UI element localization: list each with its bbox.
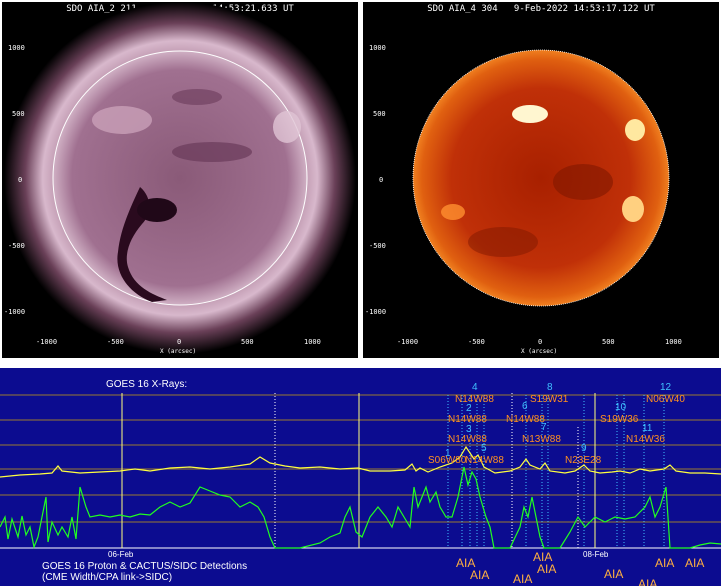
cme-number-link[interactable]: 12 [660,382,672,393]
aia-304-ytick: 1000 [369,44,386,52]
cme-number-link[interactable]: 4 [472,382,478,393]
aia-211-xtick: 1000 [304,338,321,346]
cme-number-link[interactable]: 11 [642,423,653,434]
aia-211-xtick: 0 [177,338,182,346]
aia-link[interactable]: AIA [537,562,557,576]
cme-number-link[interactable]: 10 [615,402,627,413]
aia-304-xtick: -500 [468,338,485,346]
region-label: N23E28 [565,455,602,466]
cme-number-link[interactable]: 2 [466,403,472,414]
region-label: N13W88 [522,434,561,445]
cme-number-link[interactable]: 6 [522,401,528,412]
aia-211-image [4,2,356,354]
aia-211-ytick: 0 [18,176,23,184]
aia-link[interactable]: AIA [470,568,490,582]
aia-link[interactable]: AIA [456,556,476,570]
region-label: N14W88 [455,394,494,405]
region-label: S19W36 [600,414,639,425]
aia-304-xtick: 1000 [665,338,682,346]
cme-number-link[interactable]: 1 [445,448,451,459]
aia-211-ytick: -1000 [4,308,26,316]
aia-304-xtick: 500 [602,338,615,346]
proton-title: GOES 16 Proton & CACTUS/SIDC Detections [42,561,248,572]
aia-211-ytick: 500 [12,110,25,118]
aia-link[interactable]: AIA [604,567,624,581]
aia-link[interactable]: AIA [638,577,658,586]
xray-title: GOES 16 X-Rays: [106,379,188,390]
region-label: N14W36 [626,434,665,445]
date-label: 06-Feb [108,550,134,559]
aia-211-xtick: 500 [241,338,254,346]
aia-304-image [391,20,705,332]
cme-number-link[interactable]: 8 [547,382,553,393]
aia-211-xtick: -500 [107,338,124,346]
aia-304-xtick: 0 [538,338,543,346]
aia-211-xtick: -1000 [36,338,58,346]
aia-link[interactable]: AIA [513,572,533,586]
aia-304-ytick: -1000 [365,308,387,316]
aia-211-ytick: -500 [8,242,25,250]
goes-plot [0,367,721,550]
region-label: N14W88 [448,434,487,445]
aia-304-ytick: 500 [373,110,386,118]
aia-304-ytick: -500 [369,242,386,250]
region-label: N14W88 [506,414,545,425]
region-label: N06W40 [646,394,685,405]
date-label: 08-Feb [583,550,609,559]
aia-211-x-label: X (arcsec) [160,348,197,355]
region-label: N14W88 [465,455,504,466]
proton-curve [0,466,721,550]
xray-curve [0,445,721,478]
aia-304-title: SDO AIA_4 304 9-Feb-2022 14:53:17.122 UT [427,4,655,14]
aia-link[interactable]: AIA [533,550,553,564]
goes-xray-proton-panel: GOES 16 X-Rays: 06-Feb 08-Feb GOES 16 Pr… [0,367,721,586]
cme-number-link[interactable]: 5 [481,443,487,454]
cme-number-link[interactable]: 9 [581,443,587,454]
aia-211-ytick: 1000 [8,44,25,52]
aia-304-panel: SDO AIA_4 304 9-Feb-2022 14:53:17.122 UT… [363,2,719,358]
aia-304-xtick: -1000 [397,338,419,346]
aia-211-panel: SDO AIA_2 211 9-Feb-2022 14:53:21.633 UT [2,2,358,358]
aia-304-ytick: 0 [379,176,384,184]
aia-304-x-label: X (arcsec) [521,348,558,355]
region-label: N14W88 [448,414,487,425]
region-label: S06W80 [428,455,467,466]
proton-subtitle: (CME Width/CPA link->SIDC) [42,572,173,583]
cme-number-link[interactable]: 3 [466,424,472,435]
aia-link[interactable]: AIA [685,556,705,570]
aia-link[interactable]: AIA [655,556,675,570]
region-label: S19W31 [530,394,569,405]
cme-number-link[interactable]: 7 [541,422,547,433]
